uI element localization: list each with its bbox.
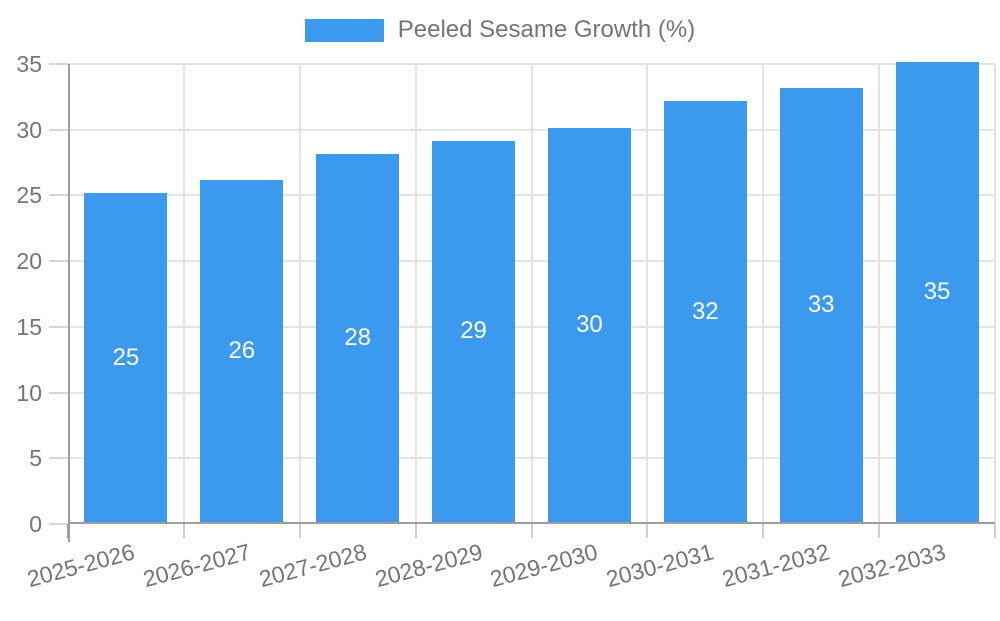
y-axis-tick-label: 10 xyxy=(16,379,42,406)
x-gridline xyxy=(298,64,301,524)
bar-2029-2030[interactable]: 30 xyxy=(547,127,631,522)
legend-swatch xyxy=(304,18,384,42)
x-gridline xyxy=(762,64,765,524)
y-tick-mark xyxy=(49,391,68,394)
y-axis-line xyxy=(68,64,70,542)
y-tick-mark xyxy=(49,325,68,328)
x-tick-mark xyxy=(994,524,996,538)
bar-value-label: 26 xyxy=(228,337,256,365)
legend-item-peeled-sesame-growth[interactable]: Peeled Sesame Growth (%) xyxy=(304,16,696,44)
x-tick-mark xyxy=(298,524,301,538)
legend-label: Peeled Sesame Growth (%) xyxy=(397,16,696,43)
x-tick-mark xyxy=(762,524,765,538)
bar-value-label: 33 xyxy=(807,291,835,319)
x-tick-mark xyxy=(878,524,881,538)
bar-value-label: 32 xyxy=(691,297,719,325)
x-tick-mark xyxy=(646,524,649,538)
bar-2028-2029[interactable]: 29 xyxy=(432,140,516,522)
y-axis-tick-label: 15 xyxy=(16,313,42,340)
bar-value-label: 29 xyxy=(460,317,487,345)
bar-2026-2027[interactable]: 26 xyxy=(200,180,284,522)
y-axis-tick-label: 35 xyxy=(16,51,42,77)
bar-2031-2032[interactable]: 33 xyxy=(779,88,863,522)
x-gridline xyxy=(530,64,533,524)
bar-2027-2028[interactable]: 28 xyxy=(316,154,400,522)
x-gridline xyxy=(994,64,996,524)
y-tick-mark xyxy=(49,194,68,197)
x-tick-mark xyxy=(530,524,533,538)
bar-value-label: 25 xyxy=(112,343,140,371)
bar-2032-2033[interactable]: 35 xyxy=(895,62,979,522)
x-tick-mark xyxy=(414,524,417,538)
y-tick-mark xyxy=(49,128,68,131)
x-gridline xyxy=(646,64,649,524)
y-axis-tick-label: 30 xyxy=(16,116,42,143)
bar-value-label: 28 xyxy=(344,324,372,351)
y-axis-tick-label: 5 xyxy=(29,445,42,472)
y-axis-tick-label: 20 xyxy=(16,248,42,275)
y-axis-tick-label: 25 xyxy=(16,182,42,209)
y-tick-mark xyxy=(49,63,68,65)
bar-2025-2026[interactable]: 25 xyxy=(84,193,168,522)
plot-area: 0 5 10 15 20 25 30 35 25 26 28 29 30 32 33 35 2025-2026 2… xyxy=(16,51,996,592)
bar-value-label: 30 xyxy=(576,310,603,338)
y-tick-mark xyxy=(49,523,68,525)
y-axis-tick-label: 0 xyxy=(29,511,42,537)
bar-value-label: 35 xyxy=(923,278,951,305)
x-gridline xyxy=(878,64,881,524)
x-gridline xyxy=(414,64,417,524)
legend: Peeled Sesame Growth (%) xyxy=(0,16,1000,44)
y-tick-mark xyxy=(49,260,68,263)
x-axis-line xyxy=(68,522,995,524)
x-gridline xyxy=(182,64,185,524)
y-tick-mark xyxy=(49,457,68,460)
x-tick-mark xyxy=(182,524,185,538)
bar-2030-2031[interactable]: 32 xyxy=(663,101,747,522)
